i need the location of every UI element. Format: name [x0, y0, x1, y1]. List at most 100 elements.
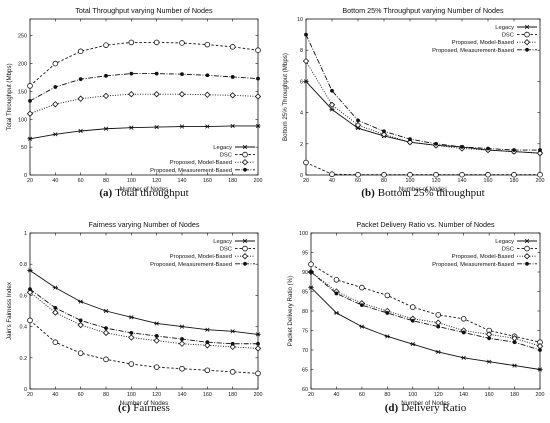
caption-tag: (d)	[385, 402, 399, 414]
data-point	[230, 123, 236, 129]
x-tick-label: 160	[203, 392, 212, 398]
data-point	[329, 171, 335, 178]
data-point	[27, 317, 33, 324]
data-point	[26, 289, 34, 296]
data-point	[459, 171, 465, 178]
data-point	[179, 124, 185, 129]
data-point	[103, 356, 109, 363]
y-tick-label: 10	[297, 17, 303, 23]
x-tick-label: 20	[27, 392, 33, 398]
data-point	[333, 310, 340, 316]
y-tick-label: 200	[18, 62, 27, 68]
data-point	[205, 73, 210, 78]
legend-label: Proposed, Measurement-Based	[150, 262, 232, 268]
series-line	[305, 60, 541, 154]
data-point	[104, 326, 108, 331]
series-line	[29, 291, 259, 349]
series-4	[304, 32, 542, 152]
legend-label: DSC	[220, 247, 232, 253]
data-point	[308, 261, 314, 268]
data-point	[129, 330, 134, 335]
legend-marker	[523, 39, 531, 46]
x-axis-label: Number of Nodes	[399, 186, 448, 193]
data-point	[204, 327, 210, 332]
data-point	[104, 73, 108, 78]
data-point	[77, 321, 84, 329]
y-tick-label: 0.8	[20, 262, 28, 268]
data-point	[302, 57, 310, 65]
data-point	[255, 47, 261, 53]
x-tick-label: 180	[510, 178, 519, 184]
data-point	[102, 92, 110, 100]
x-tick-label: 120	[152, 392, 161, 398]
data-point	[255, 123, 261, 129]
y-tick-label: 2	[300, 142, 303, 148]
series-4	[309, 270, 542, 352]
data-point	[77, 350, 84, 356]
series-line	[29, 270, 259, 335]
data-point	[410, 318, 415, 323]
x-tick-label: 120	[432, 178, 441, 184]
data-point	[204, 342, 211, 349]
x-tick-label: 180	[228, 392, 237, 398]
plot-frame	[305, 18, 541, 176]
y-tick-label: 150	[18, 89, 27, 95]
legend-label: Proposed, Model-Based	[452, 40, 514, 46]
data-point	[359, 284, 365, 291]
data-point	[460, 145, 464, 149]
y-tick-label: 4	[300, 111, 303, 117]
data-point	[410, 342, 416, 347]
series-1	[303, 79, 543, 156]
series-line	[29, 320, 259, 374]
series-4	[28, 71, 260, 103]
data-point	[154, 124, 160, 130]
legend-marker	[525, 47, 529, 52]
data-point	[303, 79, 309, 84]
x-tick-label: 180	[510, 392, 519, 398]
data-point	[153, 39, 160, 46]
legend-marker	[524, 24, 530, 30]
series-line	[310, 271, 541, 347]
data-point	[178, 91, 186, 98]
x-tick-label: 160	[203, 178, 212, 184]
legend-label: Proposed, Measurement-Based	[432, 48, 514, 54]
x-tick-label: 140	[459, 392, 468, 398]
caption-text: Total throughput	[115, 187, 188, 199]
y-tick-label: 0	[24, 173, 27, 179]
data-point	[356, 118, 360, 123]
y-axis-label: Jain's Fairness Index	[6, 281, 13, 340]
legend-label: Proposed, Measurement-Based	[150, 168, 232, 174]
data-point	[408, 137, 412, 142]
data-point	[512, 340, 517, 345]
legend-marker	[243, 261, 247, 266]
y-tick-label: 80	[302, 309, 308, 315]
series-2	[308, 261, 543, 346]
data-point	[230, 341, 235, 346]
data-point	[77, 48, 84, 55]
x-tick-label: 20	[27, 178, 33, 184]
data-point	[308, 285, 314, 290]
legend-label: Legacy	[213, 145, 232, 151]
data-point	[409, 304, 416, 310]
y-tick-label: 65	[302, 368, 308, 374]
data-point	[52, 60, 59, 67]
x-tick-label: 60	[359, 392, 365, 398]
data-point	[52, 285, 58, 290]
data-point	[204, 91, 211, 98]
data-point	[406, 139, 414, 146]
x-tick-label: 120	[152, 178, 161, 184]
series-4	[28, 287, 260, 346]
legend-label: Legacy	[213, 239, 232, 245]
data-point	[52, 309, 59, 316]
series-line	[310, 263, 541, 343]
data-point	[154, 321, 160, 326]
series-1	[308, 285, 543, 372]
data-point	[254, 345, 262, 352]
data-point	[486, 146, 490, 151]
data-point	[128, 315, 134, 320]
data-point	[433, 171, 439, 178]
x-tick-label: 120	[434, 392, 443, 398]
data-point	[28, 99, 32, 103]
